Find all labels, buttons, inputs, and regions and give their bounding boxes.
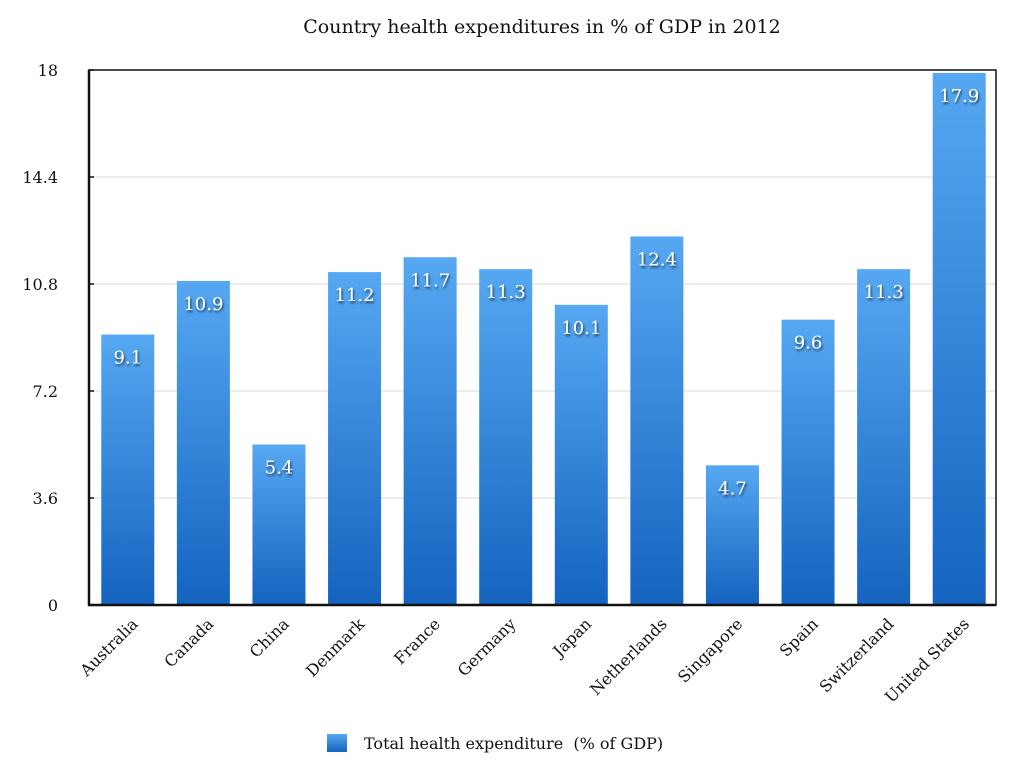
x-tick-label: Australia: [76, 614, 142, 680]
x-tick-label: Switzerland: [815, 614, 897, 696]
data-label: 9.1: [113, 348, 142, 369]
y-tick-label: 7.2: [33, 382, 58, 401]
bar: [857, 269, 911, 605]
data-label: 11.7: [410, 270, 450, 291]
bars: 9.1 10.9 5.4 11.2 11.7 11.3 10.1 12.4 4.7 9.6 11.3…: [101, 72, 986, 605]
data-label: 11.3: [864, 282, 904, 303]
bar: [630, 236, 684, 605]
legend: Total health expenditure (% of GDP): [327, 734, 663, 753]
y-tick-label: 18: [38, 61, 58, 80]
axes: [87, 69, 997, 607]
x-tick-label: Netherlands: [586, 614, 671, 699]
y-tick-label: 14.4: [22, 168, 58, 187]
data-label: 10.1: [561, 318, 601, 339]
x-tick-label: Japan: [548, 614, 595, 661]
x-axis-labels: Australia Canada China Denmark France Germany…: [76, 614, 974, 706]
data-label: 11.2: [335, 285, 375, 306]
legend-swatch: [327, 734, 347, 752]
data-label: 12.4: [637, 249, 677, 270]
bar: [554, 304, 608, 605]
y-tick-label: 0: [48, 596, 58, 615]
x-tick-label: Canada: [160, 614, 217, 671]
bar: [705, 465, 759, 605]
x-tick-label: Denmark: [302, 614, 368, 680]
data-label: 17.9: [939, 86, 979, 107]
data-label: 11.3: [486, 282, 526, 303]
x-tick-label: France: [390, 614, 444, 668]
data-label: 9.6: [794, 333, 823, 354]
y-tick-label: 3.6: [33, 489, 58, 508]
data-label: 4.7: [718, 478, 747, 499]
bar: [101, 334, 155, 605]
bar: [328, 272, 382, 605]
bar: [781, 319, 835, 605]
x-tick-label: Singapore: [674, 614, 746, 686]
x-tick-label: China: [246, 614, 293, 661]
data-label: 5.4: [265, 458, 294, 479]
legend-label: Total health expenditure (% of GDP): [364, 734, 663, 753]
bar: [479, 269, 533, 605]
bar: [252, 444, 306, 605]
x-tick-label: Spain: [776, 614, 822, 660]
bar: [403, 257, 457, 605]
chart-title: Country health expenditures in % of GDP …: [303, 16, 780, 38]
x-tick-label: Germany: [454, 614, 520, 680]
gridlines: [89, 176, 996, 499]
y-tick-label: 10.8: [22, 275, 58, 294]
data-label: 10.9: [183, 294, 223, 315]
bar: [176, 281, 230, 605]
bar: [932, 72, 986, 605]
y-axis-ticks: 0 3.6 7.2 10.8 14.4 18: [22, 61, 94, 615]
